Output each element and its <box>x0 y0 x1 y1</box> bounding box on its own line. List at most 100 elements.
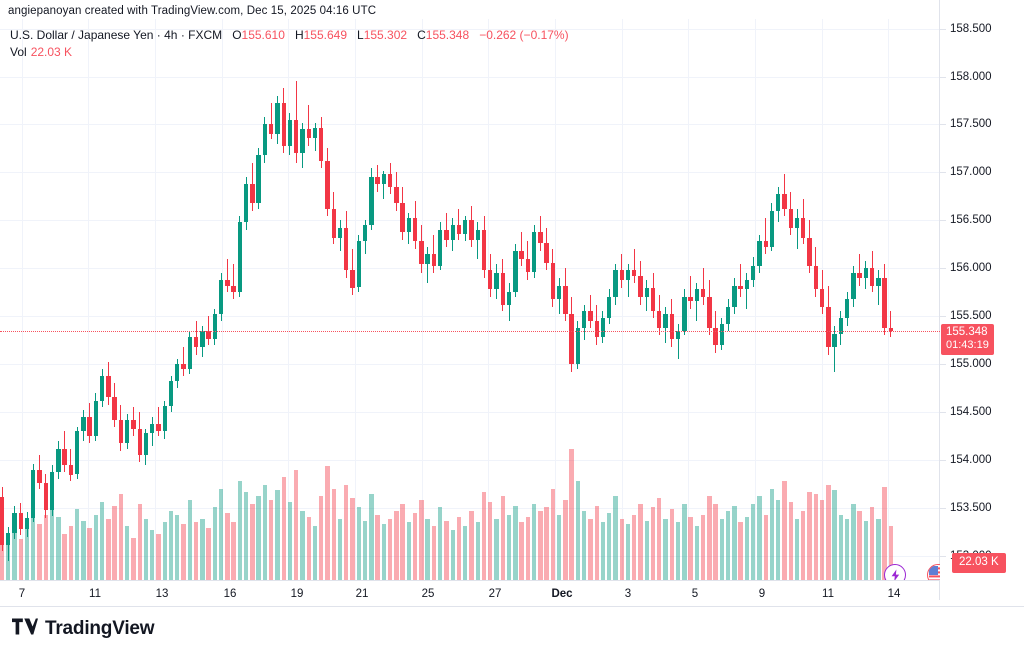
chart-legend: U.S. Dollar / Japanese Yen · 4h · FXCM O… <box>10 27 569 61</box>
gridline-vertical <box>422 19 423 580</box>
candlestick-series <box>0 19 940 580</box>
time-axis-tick: 9 <box>758 588 766 600</box>
chart-canvas-area[interactable]: U.S. Dollar / Japanese Yen · 4h · FXCM O… <box>0 19 940 580</box>
candle-wick <box>765 218 767 254</box>
legend-low-value: 155.302 <box>363 28 408 42</box>
volume-bar <box>550 488 556 580</box>
bar-countdown: 01:43:19 <box>946 338 989 351</box>
legend-sep-2: · <box>180 28 185 42</box>
price-axis-tick-mark <box>940 508 946 509</box>
volume-bar <box>18 539 23 580</box>
volume-bar <box>813 494 818 580</box>
candle-body <box>769 210 775 248</box>
price-axis-tick-mark <box>940 364 946 365</box>
time-axis[interactable]: 7 11 13 16 19 21 25 27 Dec 3 5 9 11 14 <box>0 580 940 607</box>
legend-open-value: 155.610 <box>241 28 285 42</box>
legend-high-value: 155.649 <box>303 28 347 42</box>
candle-body <box>725 306 731 324</box>
candle-body <box>569 314 574 365</box>
volume-bar <box>632 514 637 580</box>
candle-body <box>857 273 862 278</box>
candle-body <box>876 277 881 286</box>
legend-interval[interactable]: 4h <box>164 28 178 42</box>
price-axis-tick: 156.500 <box>950 214 992 226</box>
gridline-horizontal <box>0 460 940 461</box>
volume-bar <box>425 518 430 580</box>
volume-bar <box>832 490 837 580</box>
price-axis-tick: 158.500 <box>950 23 992 35</box>
volume-bar <box>181 524 186 580</box>
gridline-vertical <box>155 19 156 580</box>
volume-bar <box>312 526 318 580</box>
candle-body <box>788 208 793 229</box>
volume-bar <box>463 526 468 580</box>
candle-body <box>494 273 499 290</box>
candle-body <box>112 396 117 420</box>
candle-wick <box>740 263 742 298</box>
candle-body <box>707 297 712 328</box>
candle-body <box>469 220 474 240</box>
candle-body <box>43 483 48 510</box>
volume-bar <box>857 511 862 580</box>
volume-bar <box>306 516 311 580</box>
candle-body <box>150 423 155 434</box>
candle-body <box>93 400 99 437</box>
candle-wick <box>383 170 385 200</box>
lightning-bolt-icon[interactable] <box>884 564 906 580</box>
volume-bar <box>331 488 336 580</box>
volume-bar <box>569 449 574 580</box>
volume-bar <box>150 529 155 580</box>
volume-bar <box>381 524 387 580</box>
candle-wick <box>877 270 879 305</box>
price-axis-tick: 158.000 <box>950 71 992 83</box>
candle-body <box>438 229 443 267</box>
volume-bar <box>456 516 462 580</box>
volume-bar <box>444 520 449 580</box>
candle-body <box>156 423 161 432</box>
tradingview-brand: TradingView <box>12 618 155 640</box>
volume-bar <box>876 518 881 580</box>
candle-body <box>406 218 412 232</box>
volume-bar <box>93 514 99 580</box>
candle-body <box>344 228 349 271</box>
candle-body <box>863 268 869 278</box>
gridline-horizontal <box>0 556 940 557</box>
current-price-line <box>0 330 940 332</box>
volume-bar <box>826 484 831 580</box>
volume-bar <box>193 522 199 580</box>
candle-body <box>394 186 399 204</box>
us-flag-icon[interactable] <box>927 564 940 580</box>
candle-body <box>581 311 587 328</box>
volume-bar <box>24 522 30 580</box>
candle-body <box>231 285 236 293</box>
volume-bar <box>287 501 293 580</box>
volume-bar <box>506 514 512 580</box>
price-axis[interactable]: 155.348 01:43:19 22.03 K 158.500 158.000 1… <box>939 0 1024 600</box>
candle-body <box>807 237 812 267</box>
candle-body <box>625 270 631 280</box>
legend-low-key: L <box>357 28 364 42</box>
candle-body <box>669 314 674 340</box>
volume-badge[interactable]: 22.03 K <box>952 553 1006 573</box>
current-price-badge[interactable]: 155.348 01:43:19 <box>941 323 994 355</box>
volume-bar <box>231 522 236 580</box>
candle-body <box>256 155 261 204</box>
legend-symbol[interactable]: U.S. Dollar / Japanese Yen <box>10 28 154 42</box>
candle-body <box>49 471 55 510</box>
volume-bar <box>81 520 86 580</box>
brand-name: TradingView <box>45 618 155 639</box>
candle-body <box>243 183 249 223</box>
candle-body <box>337 228 343 238</box>
volume-bar <box>819 499 825 580</box>
volume-bar <box>275 490 280 580</box>
gridline-vertical <box>88 19 89 580</box>
volume-bar <box>37 524 42 580</box>
volume-bar <box>118 494 124 580</box>
candle-body <box>538 231 543 244</box>
candle-body <box>419 241 424 264</box>
volume-bar <box>707 496 712 580</box>
candle-wick <box>521 231 523 267</box>
volume-bar <box>538 511 543 580</box>
candle-wick <box>796 208 798 250</box>
volume-bar <box>738 522 743 580</box>
